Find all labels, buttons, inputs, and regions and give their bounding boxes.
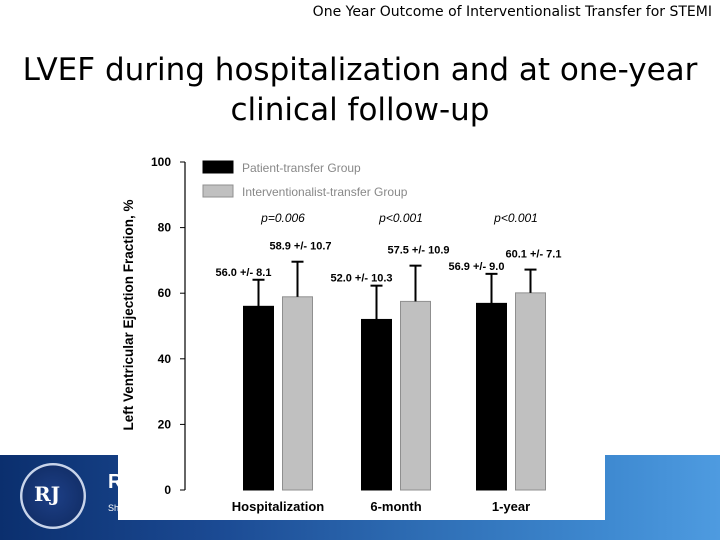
bar-interventionalist-2 <box>515 292 546 491</box>
y-axis-label: Left Ventricular Ejection Fraction, % <box>121 199 136 430</box>
y-tick-label: 20 <box>158 417 172 431</box>
data-label: 58.9 +/- 10.7 <box>269 241 331 253</box>
y-tick-label: 0 <box>164 483 171 497</box>
slide-title: LVEF during hospitalization and at one-y… <box>22 52 698 128</box>
bar-patient-0 <box>243 305 274 491</box>
x-category-label: Hospitalization <box>232 499 325 514</box>
p-value-label: p<0.001 <box>493 211 538 225</box>
p-value-label: p=0.006 <box>260 211 305 225</box>
p-value-label: p<0.001 <box>378 211 423 225</box>
data-label: 60.1 +/- 7.1 <box>506 249 562 261</box>
legend-label: Interventionalist-transfer Group <box>242 185 408 199</box>
data-label: 56.9 +/- 9.0 <box>449 261 505 273</box>
legend-label: Patient-transfer Group <box>242 161 361 175</box>
bar-interventionalist-0 <box>282 296 313 491</box>
y-tick-label: 40 <box>158 352 172 366</box>
chart-panel: Left Ventricular Ejection Fraction, % 0 2… <box>118 143 605 520</box>
logo-text: RJ <box>34 482 61 506</box>
y-tick-label: 80 <box>158 221 172 235</box>
y-tick-label: 100 <box>151 155 171 169</box>
institution-logo: RJ <box>20 463 86 529</box>
legend-swatch-interventionalist <box>202 184 234 198</box>
data-label: 52.0 +/- 10.3 <box>330 273 392 285</box>
bar-patient-2 <box>476 302 507 491</box>
bar-interventionalist-1 <box>400 300 431 491</box>
lvef-bar-chart: Left Ventricular Ejection Fraction, % 0 2… <box>121 155 562 514</box>
legend-swatch-patient <box>202 160 234 174</box>
header-title: One Year Outcome of Interventionalist Tr… <box>312 4 712 20</box>
data-label: 56.0 +/- 8.1 <box>216 267 272 279</box>
bar-patient-1 <box>361 318 392 491</box>
banner-small-text: Sh <box>108 503 120 513</box>
x-category-label: 6-month <box>370 499 421 514</box>
x-category-label: 1-year <box>492 499 530 514</box>
y-tick-label: 60 <box>158 286 172 300</box>
data-label: 57.5 +/- 10.9 <box>387 245 449 257</box>
